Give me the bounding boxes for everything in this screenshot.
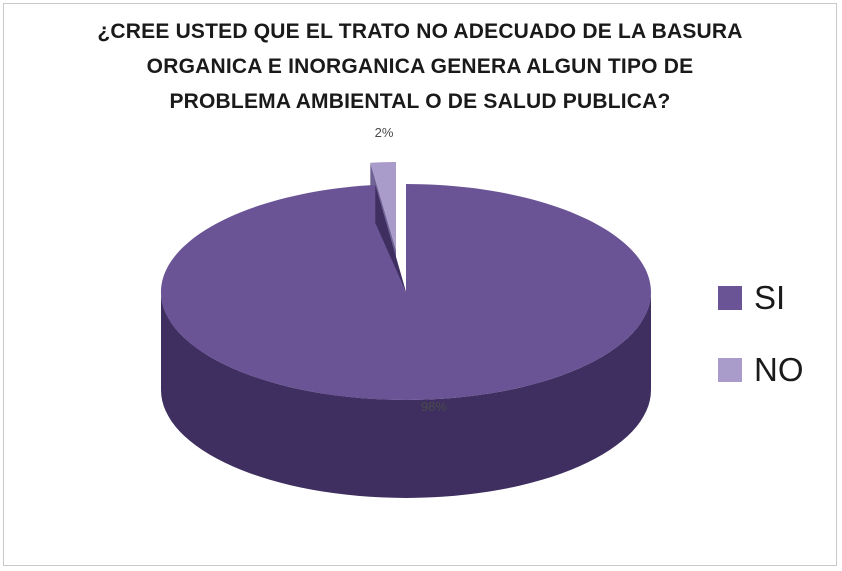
legend: SI NO xyxy=(718,262,804,406)
legend-label-no: NO xyxy=(754,351,804,388)
legend-item-no: NO xyxy=(718,334,804,406)
legend-swatch-no xyxy=(718,358,742,382)
chart-title-line-2: ORGANICA E INORGANICA GENERA ALGUN TIPO … xyxy=(146,55,694,78)
chart-title: ¿CREE USTED QUE EL TRATO NO ADECUADO DE … xyxy=(40,14,800,119)
chart-title-line-1: ¿CREE USTED QUE EL TRATO NO ADECUADO DE … xyxy=(97,20,743,43)
legend-label-si: SI xyxy=(754,279,786,316)
legend-item-si: SI xyxy=(718,262,804,334)
pie-slice-no xyxy=(370,162,396,250)
chart-title-line-3: PROBLEMA AMBIENTAL O DE SALUD PUBLICA? xyxy=(169,90,671,113)
pie-slice-si xyxy=(160,184,651,400)
data-label-si: 98% xyxy=(421,399,447,414)
pie-slice-si-cutface xyxy=(375,184,406,292)
data-label-no: 2% xyxy=(375,125,394,140)
pie-slice-si-side xyxy=(161,292,651,498)
legend-swatch-si xyxy=(718,286,742,310)
